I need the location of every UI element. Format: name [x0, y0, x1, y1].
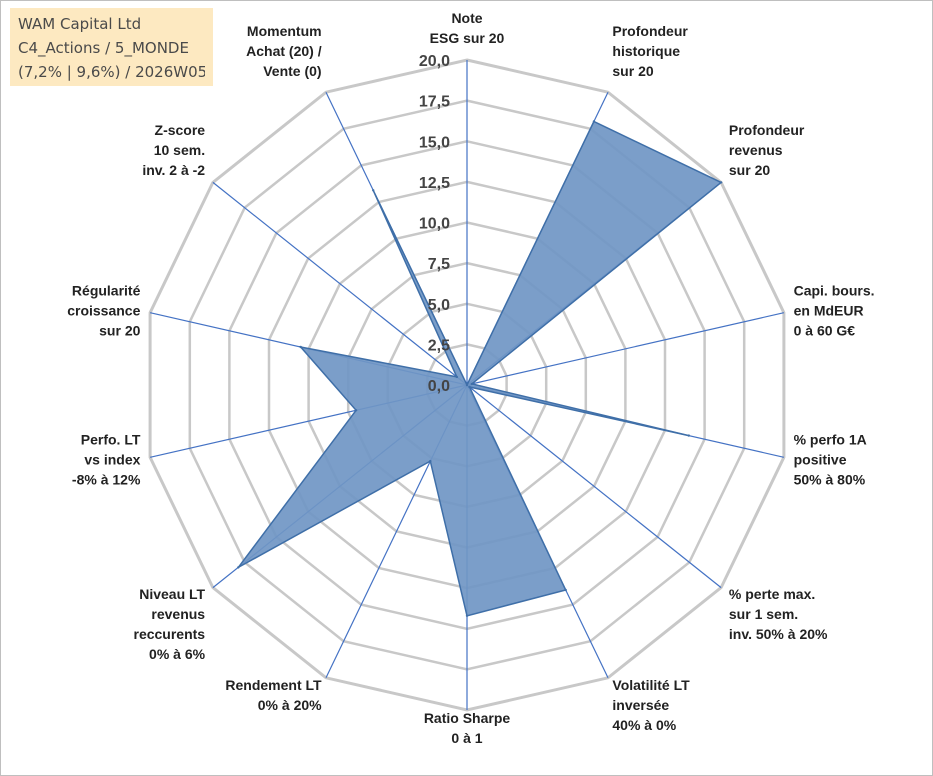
axis-label-1: Profondeur historique sur 20	[612, 23, 688, 79]
axis-label-line: historique	[612, 43, 680, 59]
tick-label-2: 5,0	[428, 297, 450, 314]
data-point-7	[465, 614, 469, 617]
axis-label-line: 0% à 6%	[149, 646, 206, 662]
axis-label-4: % perfo 1A positive 50% à 80%	[794, 432, 867, 488]
data-point-2	[719, 181, 723, 184]
axis-label-8: Rendement LT 0% à 20%	[225, 677, 322, 713]
axis-label-6: Volatilité LT inversée 40% à 0%	[612, 677, 690, 733]
radial-tick-labels: 0,0 2,5 5,0 7,5 10,0 12,5 15,0 17,5 20,0	[419, 53, 450, 395]
axis-label-line: 0 à 60 G€	[794, 323, 856, 339]
fund-info-box: WAM Capital Ltd C4_Actions / 5_MONDE (7,…	[10, 8, 213, 86]
axis-label-line: sur 20	[99, 323, 140, 339]
axis-labels: Note ESG sur 20 Profondeur historique sur 20…	[67, 10, 874, 746]
axis-label-line: Rendement LT	[225, 677, 322, 693]
axis-label-line: 10 sem.	[154, 142, 205, 158]
data-point-9	[237, 566, 240, 569]
axis-label-0: Note ESG sur 20	[430, 10, 505, 46]
data-point-1	[592, 120, 596, 123]
axis-label-2: Profondeur revenus sur 20	[729, 122, 805, 178]
data-point-3	[470, 382, 473, 386]
axis-label-3: Capi. bours. en MdEUR 0 à 60 G€	[794, 283, 875, 339]
radar-series	[237, 120, 723, 617]
axis-label-line: Niveau LT	[139, 586, 205, 602]
spoke-5	[466, 384, 722, 589]
axis-label-line: croissance	[67, 303, 140, 319]
axis-label-line: inv. 2 à -2	[142, 162, 205, 178]
data-point-5	[468, 385, 471, 389]
tick-label-8: 20,0	[419, 53, 450, 70]
axis-label-line: Note	[451, 10, 482, 26]
axis-label-line: Profondeur	[729, 122, 805, 138]
data-point-11	[299, 345, 302, 349]
axis-label-line: Régularité	[72, 283, 141, 299]
axis-label-9: Niveau LT revenus reccurents 0% à 6%	[134, 586, 206, 662]
axis-label-line: 40% à 0%	[612, 717, 676, 733]
axis-label-13: Momentum Achat (20) / Vente (0)	[246, 23, 322, 79]
axis-label-line: % perte max.	[729, 586, 815, 602]
axis-label-line: Perfo. LT	[81, 432, 141, 448]
axis-label-line: 0% à 20%	[258, 697, 322, 713]
axis-label-line: reccurents	[134, 626, 206, 642]
axis-label-12: Z-score 10 sem. inv. 2 à -2	[142, 122, 205, 178]
axis-label-line: revenus	[151, 606, 205, 622]
tick-label-1: 2,5	[428, 337, 450, 354]
axis-label-line: 0 à 1	[451, 730, 482, 746]
axis-label-line: Vente (0)	[263, 63, 321, 79]
data-point-0	[465, 383, 469, 387]
fund-name: WAM Capital Ltd	[18, 15, 142, 33]
axis-label-line: % perfo 1A	[794, 432, 867, 448]
tick-label-4: 10,0	[419, 216, 450, 233]
spoke-12	[212, 181, 468, 386]
axis-label-line: 50% à 80%	[794, 472, 866, 488]
data-point-6	[564, 588, 567, 592]
fund-category: C4_Actions / 5_MONDE	[18, 39, 189, 57]
tick-label-6: 15,0	[419, 134, 450, 151]
fund-period: (7,2% | 9,6%) / 2026W05	[18, 63, 205, 81]
axis-label-line: -8% à 12%	[72, 472, 141, 488]
data-point-4	[687, 434, 690, 437]
axis-label-line: inv. 50% à 20%	[729, 626, 828, 642]
axis-label-line: sur 20	[612, 63, 653, 79]
axis-label-line: Momentum	[247, 23, 322, 39]
data-point-10	[354, 409, 358, 412]
axis-label-line: Profondeur	[612, 23, 688, 39]
tick-label-3: 7,5	[428, 256, 450, 273]
spoke-3	[466, 312, 785, 386]
axis-label-line: inversée	[612, 697, 669, 713]
tick-label-5: 12,5	[419, 175, 450, 192]
axis-label-line: vs index	[84, 452, 140, 468]
axis-label-10: Perfo. LT vs index -8% à 12%	[72, 432, 141, 488]
axis-label-line: sur 1 sem.	[729, 606, 798, 622]
axis-label-line: Capi. bours.	[794, 283, 875, 299]
tick-label-0: 0,0	[428, 378, 450, 395]
series-area-0	[237, 120, 723, 617]
axis-label-5: % perte max. sur 1 sem. inv. 50% à 20%	[729, 586, 828, 642]
data-point-13	[372, 189, 375, 192]
axis-label-line: positive	[794, 452, 847, 468]
axis-label-line: Ratio Sharpe	[424, 710, 511, 726]
axis-label-line: revenus	[729, 142, 783, 158]
axis-label-7: Ratio Sharpe 0 à 1	[424, 710, 511, 746]
axis-label-line: ESG sur 20	[430, 30, 505, 46]
axis-label-line: en MdEUR	[794, 303, 864, 319]
axis-label-line: sur 20	[729, 162, 770, 178]
axis-label-line: Z-score	[155, 122, 206, 138]
axis-label-line: Volatilité LT	[612, 677, 690, 693]
axis-label-11: Régularité croissance sur 20	[67, 283, 140, 339]
axis-label-line: Achat (20) /	[246, 43, 322, 59]
tick-label-7: 17,5	[419, 94, 450, 111]
data-point-8	[429, 459, 432, 463]
data-point-12	[455, 375, 458, 379]
